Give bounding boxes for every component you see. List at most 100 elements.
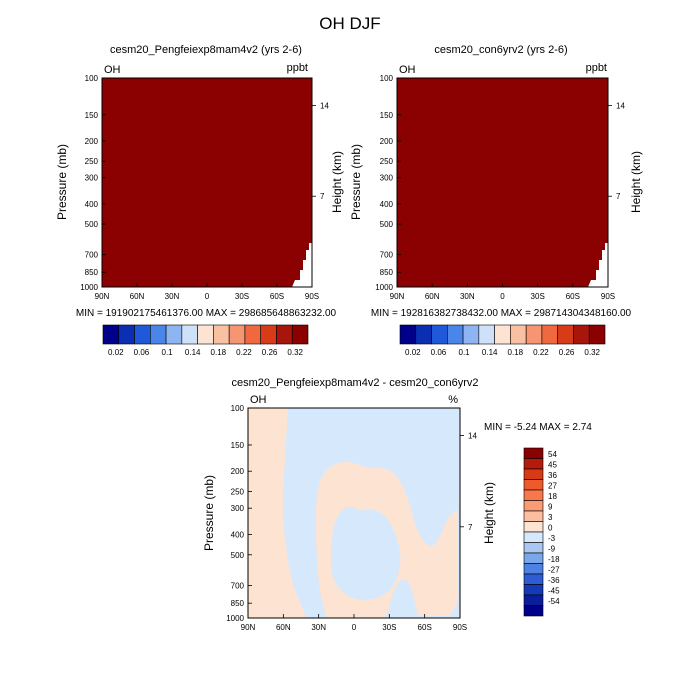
x-tick-label: 0 — [205, 292, 210, 301]
panel-c-stats: MIN = -5.24 MAX = 2.74 — [484, 422, 592, 433]
colorbar-label: 0.32 — [584, 348, 600, 357]
x-tick-label: 30S — [382, 623, 396, 632]
y-tick-label: 300 — [85, 174, 99, 183]
panel-a-title: cesm20_Pengfeiexp8mam4v2 (yrs 2-6) — [110, 44, 302, 56]
y-tick-label: 200 — [380, 137, 394, 146]
colorbar-swatch — [415, 324, 432, 345]
figure-title: OH DJF — [319, 14, 380, 33]
panel-a-field — [102, 78, 312, 287]
colorbar-swatch — [541, 324, 558, 345]
colorbar-swatch — [523, 605, 544, 617]
panel-a-y-axis: 100 150 200 250 300 400 500 700 850 1000 — [80, 74, 106, 292]
y-tick-label: 200 — [231, 467, 245, 476]
panel-b-colorbar: 0.02 0.06 0.1 0.14 0.18 0.22 0.26 0.32 — [399, 324, 606, 357]
colorbar-swatch — [494, 324, 511, 345]
colorbar-label: 0.32 — [287, 348, 303, 357]
y-tick-label: 150 — [380, 111, 394, 120]
colorbar-label: 0.26 — [262, 348, 278, 357]
colorbar-swatch — [165, 324, 183, 345]
colorbar-label: 0.22 — [533, 348, 549, 357]
x-tick-label: 30N — [165, 292, 180, 301]
colorbar-swatch — [523, 542, 544, 554]
colorbar-label: 36 — [548, 471, 557, 480]
y-tick-label: 700 — [231, 581, 245, 590]
right-tick-label: 7 — [468, 523, 473, 532]
colorbar-label: -54 — [548, 597, 560, 606]
panel-b: cesm20_con6yrv2 (yrs 2-6) OH ppbt 100 150… — [349, 44, 643, 357]
colorbar-label: -36 — [548, 576, 560, 585]
colorbar-swatch — [197, 324, 214, 345]
colorbar-swatch — [523, 479, 544, 491]
colorbar-label: 0.1 — [162, 348, 174, 357]
y-tick-label: 300 — [231, 504, 245, 513]
colorbar-swatch — [510, 324, 527, 345]
panel-b-title: cesm20_con6yrv2 (yrs 2-6) — [434, 44, 567, 56]
colorbar-label: -27 — [548, 566, 560, 575]
panel-c-right-axis: 14 7 — [460, 432, 477, 532]
colorbar-swatch — [523, 594, 544, 606]
panel-c-title: cesm20_Pengfeiexp8mam4v2 - cesm20_con6yr… — [231, 377, 478, 389]
panel-a-right-label: ppbt — [287, 62, 308, 74]
y-tick-label: 850 — [85, 268, 99, 277]
y-tick-label: 400 — [85, 200, 99, 209]
colorbar-swatch — [150, 324, 167, 345]
colorbar-label: 54 — [548, 450, 557, 459]
colorbar-label: 0.06 — [134, 348, 150, 357]
y-tick-label: 1000 — [80, 283, 98, 292]
colorbar-swatch — [213, 324, 230, 345]
panel-a-gap — [292, 243, 312, 287]
x-tick-label: 60N — [276, 623, 291, 632]
colorbar-swatch — [102, 324, 120, 345]
colorbar-label: 27 — [548, 482, 557, 491]
panel-c-right-label: % — [448, 394, 458, 406]
panel-a-stats: MIN = 191902175461376.00 MAX = 298685648… — [76, 308, 337, 319]
colorbar-swatch — [228, 324, 246, 345]
y-tick-label: 250 — [231, 488, 245, 497]
y-tick-label: 150 — [85, 111, 99, 120]
panel-c-x-axis: 90N 60N 30N 0 30S 60S 90S — [241, 614, 467, 632]
x-tick-label: 60N — [130, 292, 145, 301]
x-tick-label: 90S — [453, 623, 467, 632]
colorbar-label: 3 — [548, 513, 553, 522]
y-tick-label: 500 — [85, 220, 99, 229]
colorbar-swatch — [478, 324, 495, 345]
colorbar-swatch — [118, 324, 135, 345]
y-tick-label: 500 — [380, 220, 394, 229]
colorbar-swatch — [291, 324, 309, 345]
colorbar-swatch — [260, 324, 277, 345]
colorbar-swatch — [523, 447, 544, 459]
colorbar-swatch — [399, 324, 417, 345]
y-tick-label: 850 — [231, 599, 245, 608]
panel-a: cesm20_Pengfeiexp8mam4v2 (yrs 2-6) OH pp… — [55, 44, 344, 357]
x-tick-label: 90N — [241, 623, 256, 632]
x-tick-label: 30N — [460, 292, 475, 301]
y-tick-label: 100 — [380, 74, 394, 83]
panel-a-ylabel-right: Height (km) — [330, 151, 344, 213]
x-tick-label: 0 — [500, 292, 505, 301]
y-tick-label: 100 — [231, 404, 245, 413]
colorbar-label: 0 — [548, 524, 553, 533]
panel-c-ylabel: Pressure (mb) — [202, 475, 216, 551]
x-tick-label: 90S — [601, 292, 615, 301]
right-tick-label: 7 — [616, 192, 621, 201]
colorbar-swatch — [573, 324, 590, 345]
y-tick-label: 100 — [85, 74, 99, 83]
x-tick-label: 60S — [418, 623, 432, 632]
colorbar-swatch — [523, 500, 544, 512]
x-tick-label: 30S — [235, 292, 249, 301]
colorbar-swatch — [462, 324, 480, 345]
y-tick-label: 250 — [85, 157, 99, 166]
colorbar-label: 9 — [548, 503, 553, 512]
panel-b-right-label: ppbt — [586, 62, 607, 74]
panel-c-ylabel-right: Height (km) — [482, 482, 496, 544]
y-tick-label: 850 — [380, 268, 394, 277]
panel-b-ylabel: Pressure (mb) — [349, 144, 363, 220]
y-tick-label: 1000 — [226, 614, 244, 623]
colorbar-swatch — [276, 324, 293, 345]
colorbar-swatch — [525, 324, 543, 345]
panel-c-y-axis: 100 150 200 250 300 400 500 700 850 1000 — [226, 404, 252, 623]
panel-a-right-axis: 14 7 — [312, 101, 329, 201]
colorbar-swatch — [181, 324, 198, 345]
colorbar-swatch — [447, 324, 464, 345]
colorbar-label: -9 — [548, 545, 556, 554]
